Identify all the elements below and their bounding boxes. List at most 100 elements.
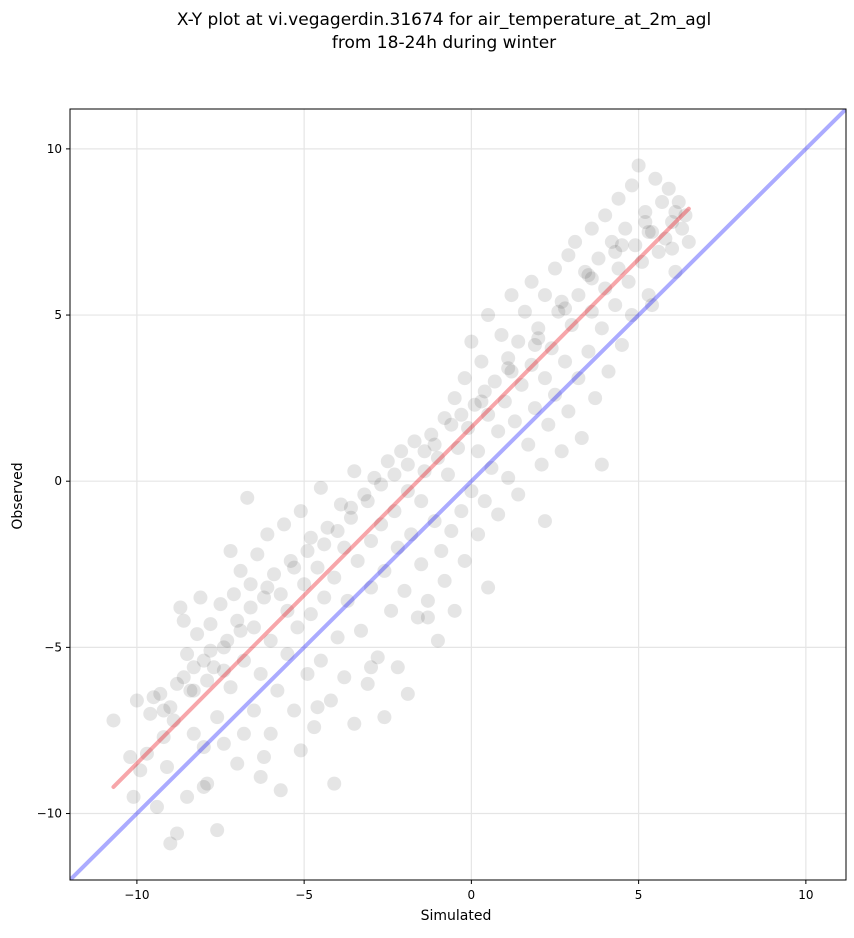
data-point: [233, 623, 248, 638]
data-point: [537, 514, 552, 529]
data-point: [400, 484, 415, 499]
data-point: [310, 560, 325, 575]
data-point: [170, 826, 185, 841]
data-point: [156, 730, 171, 745]
data-point: [638, 214, 653, 229]
data-point: [665, 241, 680, 256]
data-point: [357, 487, 372, 502]
data-point: [139, 746, 154, 761]
data-point: [323, 693, 338, 708]
data-point: [210, 710, 225, 725]
data-point: [447, 391, 462, 406]
data-point: [246, 703, 261, 718]
data-point: [514, 377, 529, 392]
data-point: [544, 341, 559, 356]
data-point: [548, 387, 562, 402]
data-point: [537, 288, 552, 303]
data-point: [196, 740, 211, 755]
data-point: [477, 384, 492, 399]
data-point: [260, 527, 275, 542]
data-point: [210, 823, 225, 838]
data-point: [303, 607, 318, 622]
data-point: [464, 334, 479, 349]
data-point: [277, 517, 292, 532]
data-point: [444, 524, 459, 539]
data-point: [390, 660, 405, 675]
data-point: [223, 543, 238, 558]
data-point: [564, 318, 579, 333]
data-point: [133, 763, 148, 778]
data-point: [166, 713, 181, 728]
data-point: [163, 836, 178, 851]
data-point: [196, 653, 211, 668]
data-point: [591, 251, 606, 266]
chart-title: X-Y plot at vi.vegagerdin.31674 for air_…: [177, 10, 711, 30]
data-point: [394, 444, 409, 459]
data-point: [226, 587, 241, 602]
data-point: [206, 660, 221, 675]
data-point: [273, 587, 288, 602]
data-point: [297, 577, 312, 592]
data-point: [504, 288, 519, 303]
data-point: [126, 789, 141, 804]
data-point: [601, 364, 616, 379]
data-point: [216, 663, 231, 678]
data-point: [598, 208, 613, 223]
data-point: [554, 294, 569, 309]
data-point: [330, 524, 345, 539]
y-tick-label: 0: [54, 474, 62, 488]
data-point: [333, 497, 348, 512]
data-point: [287, 560, 302, 575]
data-point: [146, 690, 161, 705]
data-point: [243, 600, 258, 615]
x-tick-label: 0: [468, 888, 476, 902]
data-point: [263, 633, 278, 648]
data-point: [387, 467, 402, 482]
data-point: [180, 789, 195, 804]
data-point: [410, 610, 425, 625]
data-point: [420, 610, 435, 625]
data-point: [481, 308, 496, 323]
data-point: [524, 274, 539, 289]
data-point: [634, 254, 649, 269]
data-point: [678, 208, 693, 223]
data-point: [621, 274, 636, 289]
data-point: [457, 371, 472, 386]
data-point: [364, 534, 379, 549]
data-point: [521, 437, 536, 452]
y-tick-label: 10: [47, 142, 62, 156]
data-point: [551, 304, 566, 319]
data-point: [246, 620, 261, 635]
data-point: [186, 726, 201, 741]
data-point: [574, 431, 589, 446]
data-point: [481, 407, 496, 422]
data-point: [257, 750, 271, 765]
identity-line: [70, 109, 846, 880]
data-point: [420, 593, 435, 608]
data-point: [424, 427, 439, 442]
data-point: [537, 371, 552, 386]
data-point: [390, 540, 405, 555]
data-point: [407, 434, 422, 449]
data-point: [173, 600, 188, 615]
plot-frame: [69, 108, 847, 881]
data-point: [427, 437, 442, 452]
data-point: [283, 553, 298, 568]
data-point: [176, 670, 191, 685]
data-point: [243, 577, 258, 592]
data-point: [250, 547, 265, 562]
data-point: [193, 590, 208, 605]
data-point: [558, 301, 573, 316]
data-point: [106, 713, 121, 728]
data-point: [477, 494, 492, 509]
data-point: [183, 683, 198, 698]
data-point: [611, 191, 626, 206]
data-point: [374, 477, 389, 492]
data-point: [501, 470, 516, 485]
data-point: [608, 244, 623, 259]
data-point: [170, 676, 185, 691]
data-point: [645, 298, 659, 313]
data-point: [588, 391, 603, 406]
data-point: [287, 703, 302, 718]
data-point: [561, 248, 576, 263]
